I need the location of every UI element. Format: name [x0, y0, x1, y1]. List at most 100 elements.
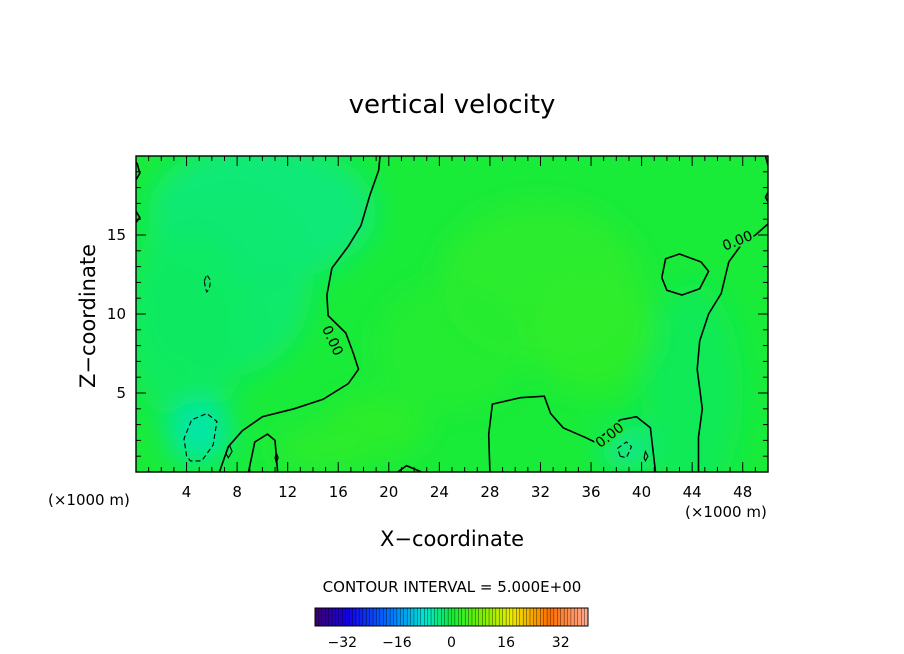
colorbar-cell	[451, 607, 456, 627]
colorbar-cell	[318, 607, 323, 627]
colorbar-cell	[335, 607, 340, 627]
colorbar-cell	[372, 607, 377, 627]
field-anomaly	[167, 400, 231, 465]
colorbar-cell	[543, 607, 548, 627]
colorbar-tick-label: −16	[382, 635, 412, 651]
zero-contour	[218, 156, 381, 472]
colorbar-cells	[314, 607, 589, 627]
colorbar-cell	[567, 607, 572, 627]
colorbar-cell	[437, 607, 442, 627]
colorbar-cell	[468, 607, 473, 627]
colorbar-cell	[464, 607, 470, 627]
colorbar-cell	[516, 607, 521, 627]
x-tick-label: 44	[683, 483, 702, 501]
x-tick-label: 24	[430, 483, 449, 501]
zero-contour	[661, 253, 710, 296]
small-contour	[643, 449, 649, 463]
x-tick-label: 12	[278, 483, 297, 501]
colorbar-cell	[424, 607, 429, 627]
colorbar-cell	[328, 607, 333, 627]
colorbar-cell	[482, 607, 487, 627]
x-tick-labels: 4 8 12 16 20 24 28 32 36 40 44 48	[182, 483, 752, 501]
colorbar-cell	[505, 607, 510, 627]
zero-contour	[247, 433, 279, 472]
plot-area: 0.00 0.00 0.00 4 8 12 16 20 24 28 32 36 40 44 48 51…	[107, 155, 769, 501]
y-tick-labels: 5 10 15	[107, 226, 126, 402]
x-tick-label: 40	[632, 483, 651, 501]
colorbar-cell	[475, 607, 480, 627]
contour-layer	[136, 156, 768, 472]
colorbar-cell	[366, 607, 371, 627]
colorbar-tick-label: 32	[552, 635, 570, 651]
colorbar-cell	[519, 607, 524, 627]
colorbar-cell	[403, 607, 408, 627]
colorbar-cell	[417, 607, 422, 627]
colorbar-cell	[502, 607, 507, 627]
colorbar-cell	[570, 607, 575, 627]
colorbar-cell	[396, 607, 401, 627]
colorbar-cell	[522, 607, 528, 627]
colorbar-cell	[546, 607, 551, 627]
field-anomaly	[527, 266, 655, 393]
colorbar-cell	[540, 607, 545, 627]
colorbar-cell	[331, 607, 336, 627]
colorbar-cell	[509, 607, 514, 627]
colorbar-cell	[348, 607, 354, 627]
colorbar-cell	[560, 607, 565, 627]
colorbar-cell	[352, 607, 357, 627]
colorbar-cell	[471, 607, 476, 627]
x-unit-label-left: (×1000 m)	[48, 491, 130, 509]
x-tick-label: 20	[379, 483, 398, 501]
colorbar-frame	[314, 607, 589, 627]
colorbar-cell	[563, 607, 568, 627]
y-tick-label: 10	[107, 305, 126, 323]
colorbar-cell	[420, 607, 425, 627]
colorbar-cell	[485, 607, 490, 627]
x-tick-label: 32	[531, 483, 550, 501]
colorbar-cell	[529, 607, 534, 627]
colorbar-cell	[533, 607, 538, 627]
x-tick-label: 16	[329, 483, 348, 501]
x-axis-title: X−coordinate	[380, 527, 524, 551]
colorbar-cell	[362, 607, 367, 627]
y-tick-label: 5	[116, 384, 126, 402]
colorbar-cell	[400, 607, 405, 627]
colorbar-tick-label: 0	[447, 635, 456, 651]
colorbar-cell	[342, 607, 347, 627]
colorbar-cell	[461, 607, 466, 627]
colorbar: −32 −16 0 16 32	[314, 607, 589, 651]
colorbar-cell	[447, 607, 452, 627]
y-tick-label: 15	[107, 226, 126, 244]
colorbar-cell	[393, 607, 398, 627]
colorbar-cell	[526, 607, 531, 627]
y-axis-title: Z−coordinate	[76, 244, 100, 388]
negative-contour	[183, 412, 218, 462]
colorbar-cell	[512, 607, 517, 627]
colorbar-cell	[413, 607, 418, 627]
zero-contour	[136, 210, 141, 223]
colorbar-cell	[389, 607, 394, 627]
colorbar-cell	[325, 607, 330, 627]
colorbar-cell	[427, 607, 432, 627]
x-tick-label: 4	[182, 483, 192, 501]
colorbar-cell	[488, 607, 493, 627]
colorbar-cell	[321, 607, 326, 627]
colorbar-cell	[492, 607, 497, 627]
x-tick-label: 36	[581, 483, 600, 501]
field-anomaly	[641, 282, 743, 472]
colorbar-cell	[454, 607, 459, 627]
colorbar-cell	[499, 607, 504, 627]
colorbar-cell	[386, 607, 391, 627]
colorbar-cell	[434, 607, 439, 627]
colorbar-cell	[441, 607, 446, 627]
colorbar-cell	[355, 607, 360, 627]
colorbar-cell	[557, 607, 562, 627]
x-unit-label-right: (×1000 m)	[685, 503, 767, 521]
colorbar-cell	[383, 607, 388, 627]
contour-interval-label: CONTOUR INTERVAL = 5.000E+00	[323, 578, 582, 596]
field-anomaly	[376, 282, 528, 409]
colorbar-tick-label: 16	[497, 635, 515, 651]
x-tick-label: 8	[232, 483, 242, 501]
field-anomaly	[136, 235, 250, 425]
colorbar-cell	[458, 607, 463, 627]
